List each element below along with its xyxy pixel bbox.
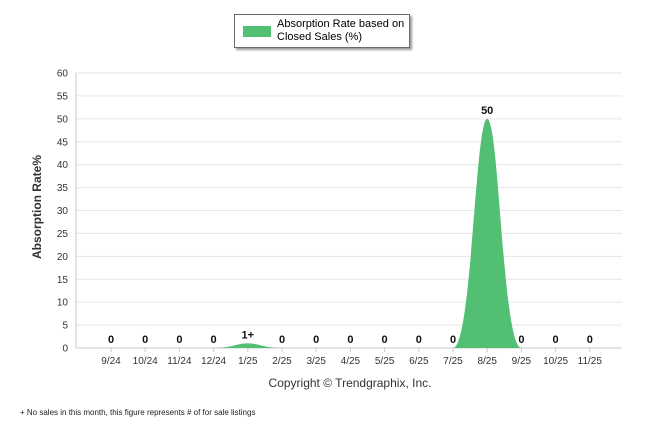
x-tick-label: 1/25 xyxy=(238,356,258,367)
data-label: 0 xyxy=(279,334,285,346)
x-tick-label: 9/24 xyxy=(101,356,121,367)
data-label: 0 xyxy=(108,334,114,346)
y-tick-label: 35 xyxy=(57,183,69,194)
y-tick-label: 25 xyxy=(57,229,69,240)
x-tick-label: 8/25 xyxy=(477,356,497,367)
x-tick-label: 5/25 xyxy=(375,356,395,367)
footnote-text: + No sales in this month, this figure re… xyxy=(20,408,256,417)
y-tick-label: 10 xyxy=(57,298,69,309)
x-tick-label: 12/24 xyxy=(201,356,226,367)
legend-label: Absorption Rate based on Closed Sales (%… xyxy=(277,18,405,43)
data-label: 0 xyxy=(416,334,422,346)
y-tick-label: 55 xyxy=(57,91,69,102)
x-tick-label: 11/25 xyxy=(578,356,603,367)
y-tick-label: 5 xyxy=(62,321,68,332)
data-label: 0 xyxy=(211,334,217,346)
data-label: 0 xyxy=(450,334,456,346)
data-label: 50 xyxy=(481,105,493,117)
data-label: 0 xyxy=(176,334,182,346)
y-tick-label: 50 xyxy=(57,114,69,125)
y-tick-label: 30 xyxy=(57,206,69,217)
y-tick-label: 20 xyxy=(57,252,69,263)
x-tick-label: 4/25 xyxy=(341,356,361,367)
x-tick-label: 6/25 xyxy=(409,356,429,367)
y-tick-label: 15 xyxy=(57,275,69,286)
data-label: 0 xyxy=(553,334,559,346)
y-tick-label: 40 xyxy=(57,160,69,171)
data-label: 0 xyxy=(313,334,319,346)
chart-legend: Absorption Rate based on Closed Sales (%… xyxy=(234,14,410,48)
x-tick-label: 10/25 xyxy=(543,356,568,367)
y-tick-label: 0 xyxy=(62,344,68,355)
data-label: 0 xyxy=(587,334,593,346)
legend-swatch xyxy=(243,26,271,37)
data-label: 0 xyxy=(142,334,148,346)
x-tick-label: 10/24 xyxy=(133,356,158,367)
y-tick-label: 60 xyxy=(57,69,69,80)
data-label: 0 xyxy=(382,334,388,346)
x-tick-label: 11/24 xyxy=(167,356,192,367)
area-series xyxy=(111,118,590,348)
x-tick-label: 9/25 xyxy=(512,356,532,367)
copyright-text: Copyright © Trendgraphix, Inc. xyxy=(268,376,432,390)
x-tick-label: 3/25 xyxy=(306,356,326,367)
x-tick-label: 7/25 xyxy=(443,356,463,367)
data-label: 0 xyxy=(518,334,524,346)
data-label: 0 xyxy=(347,334,353,346)
y-tick-label: 45 xyxy=(57,137,69,148)
x-tick-label: 2/25 xyxy=(272,356,292,367)
data-label: 1+ xyxy=(242,329,255,341)
